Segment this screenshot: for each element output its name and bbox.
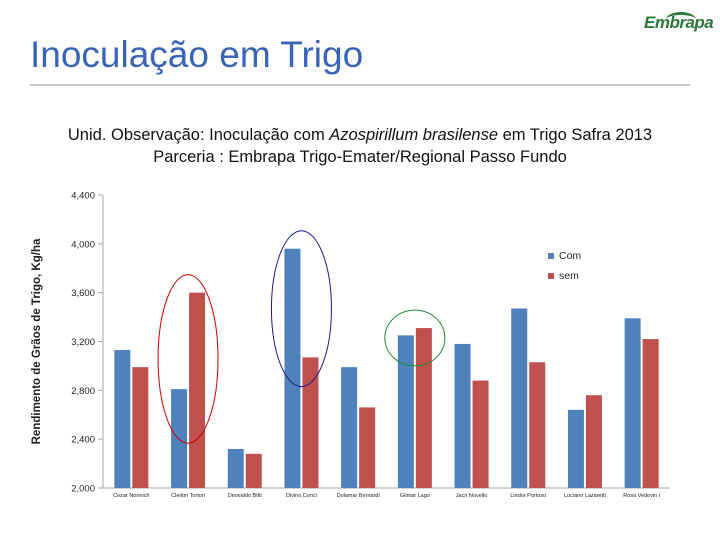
x-tick-label: Cleiton Tortori [171, 493, 205, 499]
x-tick-label: Dolamar Bernardi [337, 493, 380, 499]
legend-swatch-com [548, 253, 554, 259]
legend-swatch-sem [548, 273, 554, 279]
x-tick-label: Deovaldo Bitti [228, 493, 262, 499]
bar-com [454, 343, 471, 488]
bar-sem [189, 292, 206, 488]
bar-sem [302, 357, 319, 488]
x-tick-label: Lindor Portoso [510, 493, 546, 499]
bar-com [114, 350, 131, 488]
bar-sem [585, 395, 602, 488]
bar-com [624, 318, 641, 488]
subtitle-suffix: em Trigo Safra 2013 [498, 126, 653, 144]
y-tick-label: 2,000 [71, 484, 95, 495]
highlight-ellipse [157, 274, 219, 444]
x-tick-label: Luciano Lazaretti [564, 493, 606, 499]
bar-sem [529, 362, 546, 488]
y-tick-label: 3,200 [71, 337, 95, 348]
bar-sem [132, 367, 149, 488]
bar-sem [642, 339, 659, 488]
bar-com [341, 367, 358, 488]
bar-com [567, 409, 584, 488]
bar-com [397, 335, 414, 488]
chart-subtitle-line1: Unid. Observação: Inoculação com Azospir… [0, 126, 720, 145]
x-tick-label: Jacir Novello [456, 493, 487, 499]
y-tick-label: 3,600 [71, 288, 95, 299]
bar-com [511, 308, 528, 488]
y-tick-label: 4,000 [71, 239, 95, 250]
title-divider [30, 84, 690, 86]
x-tick-label: Rosa Vedovin i [623, 493, 660, 499]
bar-sem [415, 328, 432, 488]
embrapa-logo: Embrapa [638, 10, 714, 38]
x-tick-label: Divino Conci [286, 493, 317, 499]
y-axis-label: Rendimento de Grãos de Trigo, Kg/ha [31, 238, 43, 444]
bar-com [284, 248, 301, 488]
subtitle-species: Azospirillum brasilense [329, 126, 499, 144]
subtitle-prefix: Unid. Observação: Inoculação com [67, 126, 330, 144]
highlight-ellipse [270, 230, 332, 388]
bar-com [227, 448, 244, 488]
logo-arc-icon [666, 12, 696, 27]
bar-sem [245, 453, 262, 488]
x-tick-label: Gilmar Lago [400, 493, 430, 499]
bar-sem [472, 380, 489, 488]
legend-label-com: Com [559, 250, 581, 262]
legend-label-sem: sem [559, 270, 579, 282]
yield-bar-chart: 2,000 2,400 2,800 3,200 3,600 4,000 4,400 Rendi… [31, 191, 670, 499]
chart-subtitle-line2: Parceria : Embrapa Trigo-Emater/Regional… [153, 148, 567, 166]
highlight-ellipse [384, 309, 446, 367]
y-tick-label: 2,400 [71, 435, 95, 446]
y-tick-label: 4,400 [71, 191, 95, 202]
x-tick-label: Cezar Nonnich [113, 493, 149, 499]
page-title: Inoculação em Trigo [30, 34, 364, 75]
bar-com [171, 389, 188, 488]
bar-sem [359, 407, 376, 488]
logo-text: Embrapa [644, 13, 714, 32]
y-tick-label: 2,800 [71, 386, 95, 397]
